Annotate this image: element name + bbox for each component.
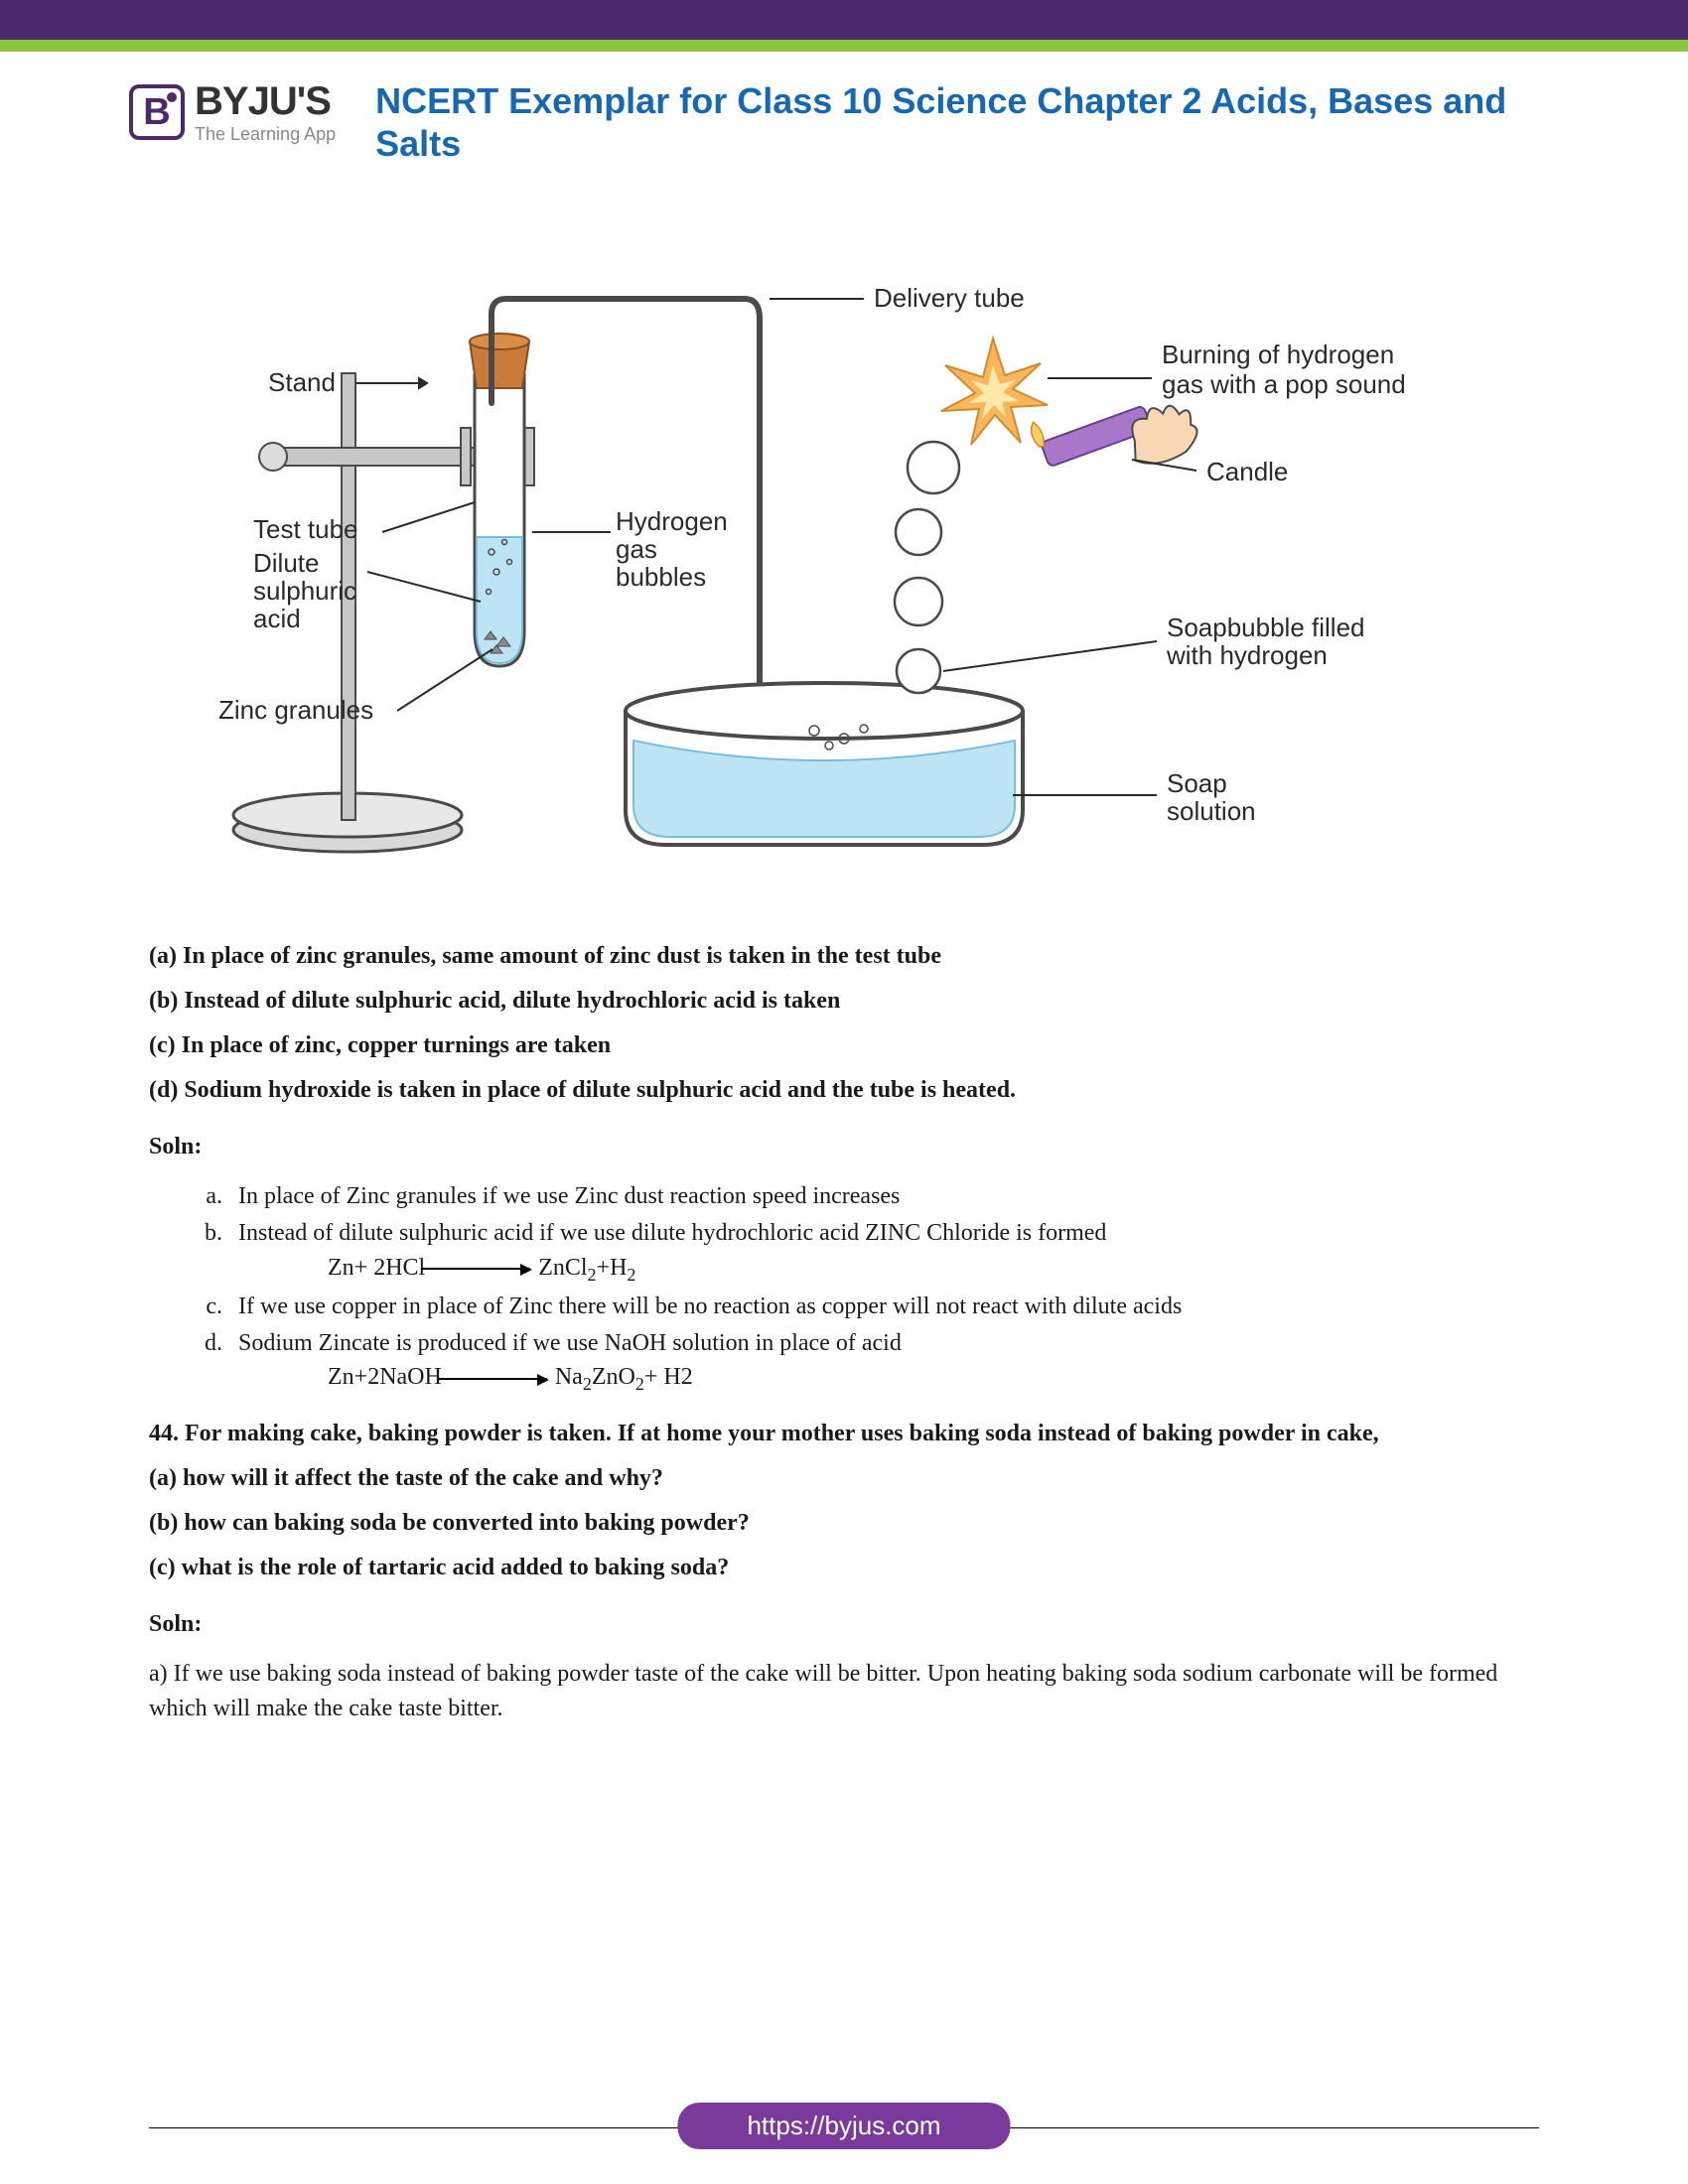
logo-name: BYJU'S	[195, 79, 336, 124]
label-dilute-3: acid	[253, 604, 301, 633]
logo-tagline: The Learning App	[195, 124, 336, 145]
q44-part-b: (b) how can baking soda be converted int…	[149, 1506, 1539, 1541]
q43-soln-c: If we use copper in place of Zinc there …	[228, 1290, 1539, 1324]
page-header: B BYJU'S The Learning App NCERT Exemplar…	[0, 40, 1688, 185]
q43-option-c: (c) In place of zinc, copper turnings ar…	[149, 1028, 1539, 1063]
page-title: NCERT Exemplar for Class 10 Science Chap…	[375, 79, 1559, 165]
q44-part-c: (c) what is the role of tartaric acid ad…	[149, 1551, 1539, 1585]
label-burning-1: Burning of hydrogengas with a pop sound	[1162, 340, 1406, 399]
label-stand: Stand	[268, 367, 336, 397]
top-ribbon	[0, 0, 1688, 40]
q44-part-a: (a) how will it affect the taste of the …	[149, 1461, 1539, 1496]
q43-soln-b: Instead of dilute sulphuric acid if we u…	[228, 1216, 1539, 1288]
label-test-tube: Test tube	[253, 514, 358, 544]
logo-mark: B	[129, 84, 185, 140]
q43-soln-a: In place of Zinc granules if we use Zinc…	[228, 1179, 1539, 1214]
q44-soln-a: a) If we use baking soda instead of baki…	[149, 1657, 1539, 1726]
soln-label-43: Soln:	[149, 1130, 1539, 1164]
brand-logo: B BYJU'S The Learning App	[129, 79, 336, 145]
q43-eqn-d: Zn+2NaOH Na2ZnO2+ H2	[238, 1360, 1539, 1397]
q43-option-d: (d) Sodium hydroxide is taken in place o…	[149, 1073, 1539, 1108]
label-soapbubble-1: Soapbubble filled	[1167, 613, 1365, 642]
label-hydrogen-2: gas	[616, 534, 657, 564]
footer-url: https://byjus.com	[677, 2103, 1010, 2149]
q43-option-a: (a) In place of zinc granules, same amou…	[149, 939, 1539, 974]
label-soapbubble-2: with hydrogen	[1166, 640, 1328, 670]
label-dilute-2: sulphuric	[253, 576, 356, 606]
q43-eqn-b: Zn+ 2HCl ZnCl2+H2	[238, 1251, 1539, 1288]
document-content: Delivery tube Stand Burning of hydrogeng…	[0, 185, 1688, 1766]
label-hydrogen-1: Hydrogen	[616, 506, 728, 536]
q43-soln-d: Sodium Zincate is produced if we use NaO…	[228, 1326, 1539, 1398]
q43-solution-list: In place of Zinc granules if we use Zinc…	[149, 1179, 1539, 1397]
label-soap-1: Soap	[1167, 768, 1227, 798]
label-soap-2: solution	[1167, 796, 1256, 826]
q43-option-b: (b) Instead of dilute sulphuric acid, di…	[149, 984, 1539, 1019]
label-hydrogen-3: bubbles	[616, 562, 706, 592]
label-delivery-tube: Delivery tube	[874, 283, 1025, 313]
q44-stem: 44. For making cake, baking powder is ta…	[149, 1417, 1539, 1451]
label-candle: Candle	[1206, 457, 1288, 486]
label-dilute-1: Dilute	[253, 548, 319, 578]
label-zinc: Zinc granules	[218, 695, 373, 725]
experiment-diagram: Delivery tube Stand Burning of hydrogeng…	[149, 244, 1539, 880]
soln-label-44: Soln:	[149, 1607, 1539, 1642]
